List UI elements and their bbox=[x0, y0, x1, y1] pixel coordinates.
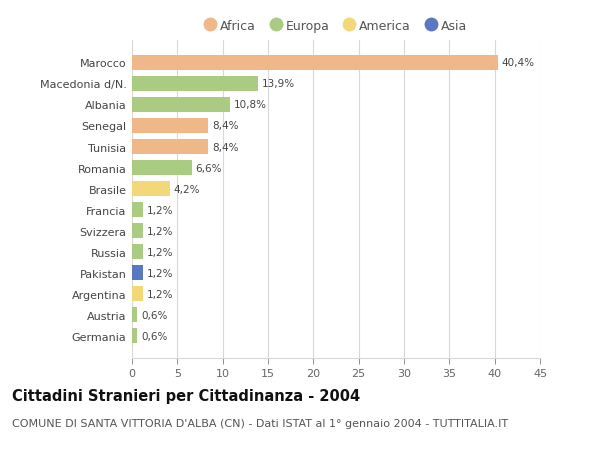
Text: 10,8%: 10,8% bbox=[233, 100, 266, 110]
Bar bbox=[132, 56, 498, 71]
Text: Cittadini Stranieri per Cittadinanza - 2004: Cittadini Stranieri per Cittadinanza - 2… bbox=[12, 388, 360, 403]
Bar bbox=[132, 140, 208, 155]
Text: 0,6%: 0,6% bbox=[141, 331, 167, 341]
Text: 8,4%: 8,4% bbox=[212, 121, 238, 131]
Text: 1,2%: 1,2% bbox=[146, 205, 173, 215]
Bar bbox=[132, 245, 143, 260]
Text: 40,4%: 40,4% bbox=[502, 58, 535, 68]
Bar bbox=[132, 266, 143, 280]
Bar bbox=[132, 286, 143, 302]
Text: COMUNE DI SANTA VITTORIA D'ALBA (CN) - Dati ISTAT al 1° gennaio 2004 - TUTTITALI: COMUNE DI SANTA VITTORIA D'ALBA (CN) - D… bbox=[12, 418, 508, 428]
Text: 6,6%: 6,6% bbox=[196, 163, 222, 173]
Bar bbox=[132, 77, 258, 92]
Bar bbox=[132, 161, 192, 176]
Text: 0,6%: 0,6% bbox=[141, 310, 167, 320]
Bar bbox=[132, 182, 170, 197]
Bar bbox=[132, 119, 208, 134]
Bar bbox=[132, 98, 230, 113]
Text: 1,2%: 1,2% bbox=[146, 268, 173, 278]
Bar bbox=[132, 224, 143, 239]
Legend: Africa, Europa, America, Asia: Africa, Europa, America, Asia bbox=[201, 16, 471, 36]
Text: 13,9%: 13,9% bbox=[262, 79, 295, 89]
Text: 8,4%: 8,4% bbox=[212, 142, 238, 152]
Text: 4,2%: 4,2% bbox=[174, 184, 200, 194]
Text: 1,2%: 1,2% bbox=[146, 247, 173, 257]
Bar bbox=[132, 308, 137, 323]
Bar bbox=[132, 329, 137, 344]
Text: 1,2%: 1,2% bbox=[146, 226, 173, 236]
Text: 1,2%: 1,2% bbox=[146, 289, 173, 299]
Bar bbox=[132, 202, 143, 218]
